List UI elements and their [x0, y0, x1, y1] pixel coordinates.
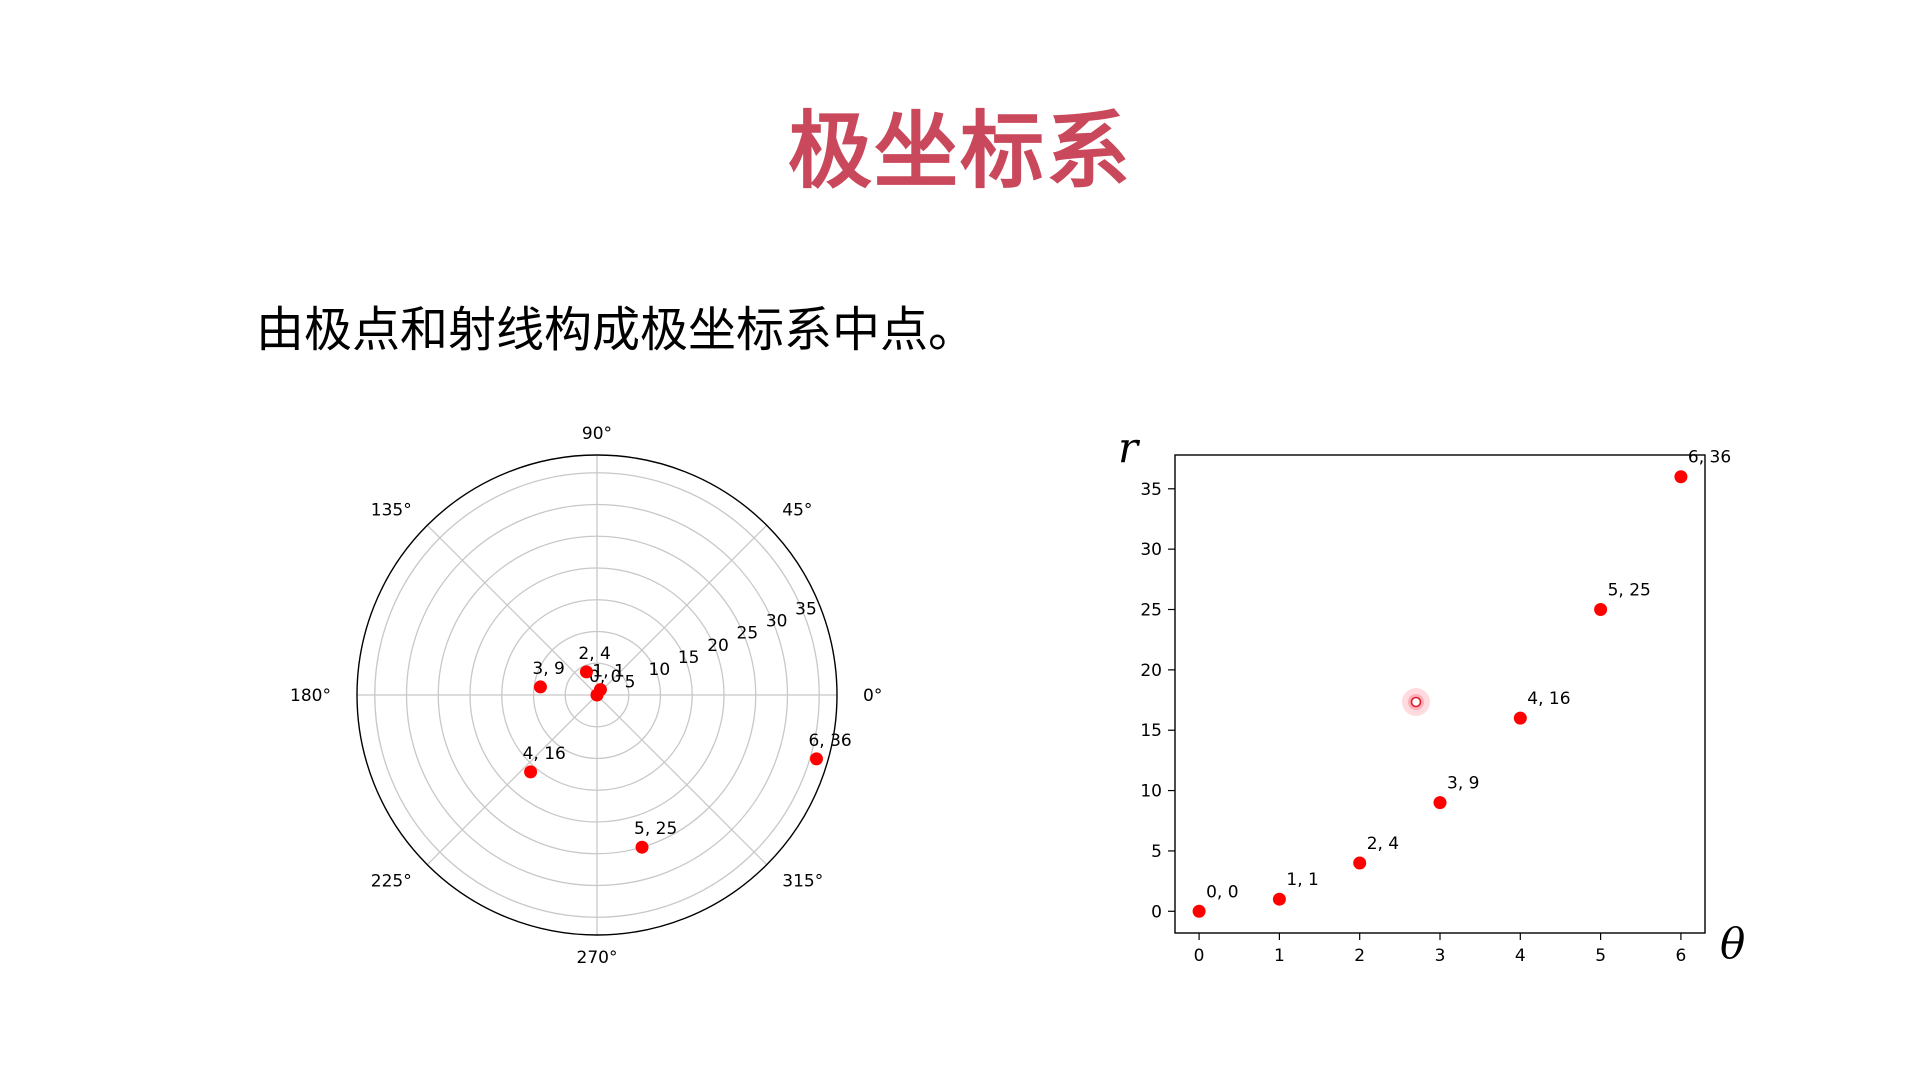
- polar-grid-spoke: [596, 694, 768, 866]
- polar-radial-tick-label: 25: [737, 624, 759, 644]
- y-tick-label: 25: [1140, 601, 1162, 621]
- data-point: [1353, 856, 1367, 870]
- y-tick-label: 35: [1140, 480, 1162, 500]
- y-tick-label: 20: [1140, 661, 1162, 681]
- x-axis-label: θ: [1720, 919, 1745, 968]
- plot-frame: [1174, 454, 1706, 934]
- slide-title: 极坐标系: [787, 102, 1132, 200]
- point-label: 2, 4: [1367, 834, 1399, 854]
- point-label: 4, 16: [1527, 689, 1570, 709]
- polar-angle-tick-label: 90°: [582, 424, 612, 444]
- data-point: [1433, 796, 1447, 810]
- data-point: [1674, 470, 1688, 484]
- polar-data-point: [635, 840, 649, 854]
- x-tick-label: 1: [1274, 946, 1285, 966]
- polar-point-label: 2, 4: [578, 644, 610, 664]
- y-tick-label: 30: [1140, 540, 1162, 560]
- point-label: 0, 0: [1206, 882, 1238, 902]
- polar-radial-tick-label: 15: [678, 648, 700, 668]
- y-tick-label: 5: [1151, 842, 1162, 862]
- polar-chart: 0° 45° 90° 135° 180° 225° 270° 315° 5 10 15 20 25 30 3…: [290, 424, 882, 968]
- polar-point-label: 5, 25: [634, 819, 677, 839]
- data-point: [1192, 904, 1206, 918]
- x-tick-label: 0: [1194, 946, 1205, 966]
- polar-angle-tick-label: 270°: [577, 948, 618, 968]
- y-axis-label: r: [1118, 423, 1141, 472]
- polar-point-label: 3, 9: [532, 659, 564, 679]
- polar-radial-tick-label: 5: [625, 672, 636, 692]
- polar-point-label: 1, 1: [592, 662, 624, 682]
- data-point: [1513, 711, 1527, 725]
- polar-data-point: [579, 665, 593, 679]
- polar-data-point: [809, 752, 823, 766]
- polar-point-label: 0, 0: [589, 667, 621, 687]
- polar-point-label: 4, 16: [523, 744, 566, 764]
- polar-radial-tick-label: 10: [649, 660, 671, 680]
- polar-data-point: [524, 765, 538, 779]
- y-tick-label: 10: [1140, 782, 1162, 802]
- x-tick-label: 4: [1515, 946, 1526, 966]
- polar-data-point: [593, 683, 607, 697]
- slide-subtitle: 由极点和射线构成极坐标系中点。: [256, 302, 977, 358]
- x-tick-label: 2: [1354, 946, 1365, 966]
- polar-grid-spoke: [596, 524, 768, 696]
- data-point: [1594, 603, 1608, 617]
- polar-radial-tick-label: 20: [707, 636, 729, 656]
- polar-angle-tick-label: 315°: [782, 871, 823, 891]
- x-tick-label: 6: [1675, 946, 1686, 966]
- polar-outline: [356, 454, 838, 936]
- polar-grid-spoke: [426, 524, 598, 696]
- point-label: 1, 1: [1286, 870, 1318, 890]
- x-tick-label: 5: [1595, 946, 1606, 966]
- y-tick-label: 0: [1151, 902, 1162, 922]
- point-label: 3, 9: [1447, 774, 1479, 794]
- point-label: 5, 25: [1608, 581, 1651, 601]
- y-tick-label: 15: [1140, 721, 1162, 741]
- polar-angle-tick-label: 0°: [863, 686, 882, 706]
- polar-angle-tick-label: 45°: [782, 501, 812, 521]
- polar-grid-spoke: [426, 694, 598, 866]
- polar-radial-tick-label: 30: [766, 612, 788, 632]
- point-label: 6, 36: [1688, 448, 1731, 468]
- polar-point-label: 6, 36: [808, 731, 851, 751]
- mouse-cursor: [1402, 688, 1430, 716]
- polar-data-point: [533, 680, 547, 694]
- polar-angle-tick-label: 180°: [290, 686, 331, 706]
- polar-angle-tick-label: 135°: [371, 501, 412, 521]
- cartesian-chart: r θ 0 1 2 3 4 5 6 0 5 10 15 20 25 30 35 0, 0 1, 1 2, 4 3, …: [1118, 423, 1745, 968]
- polar-angle-tick-label: 225°: [371, 871, 412, 891]
- polar-radial-tick-label: 35: [795, 599, 817, 619]
- x-tick-label: 3: [1435, 946, 1446, 966]
- data-point: [1272, 892, 1286, 906]
